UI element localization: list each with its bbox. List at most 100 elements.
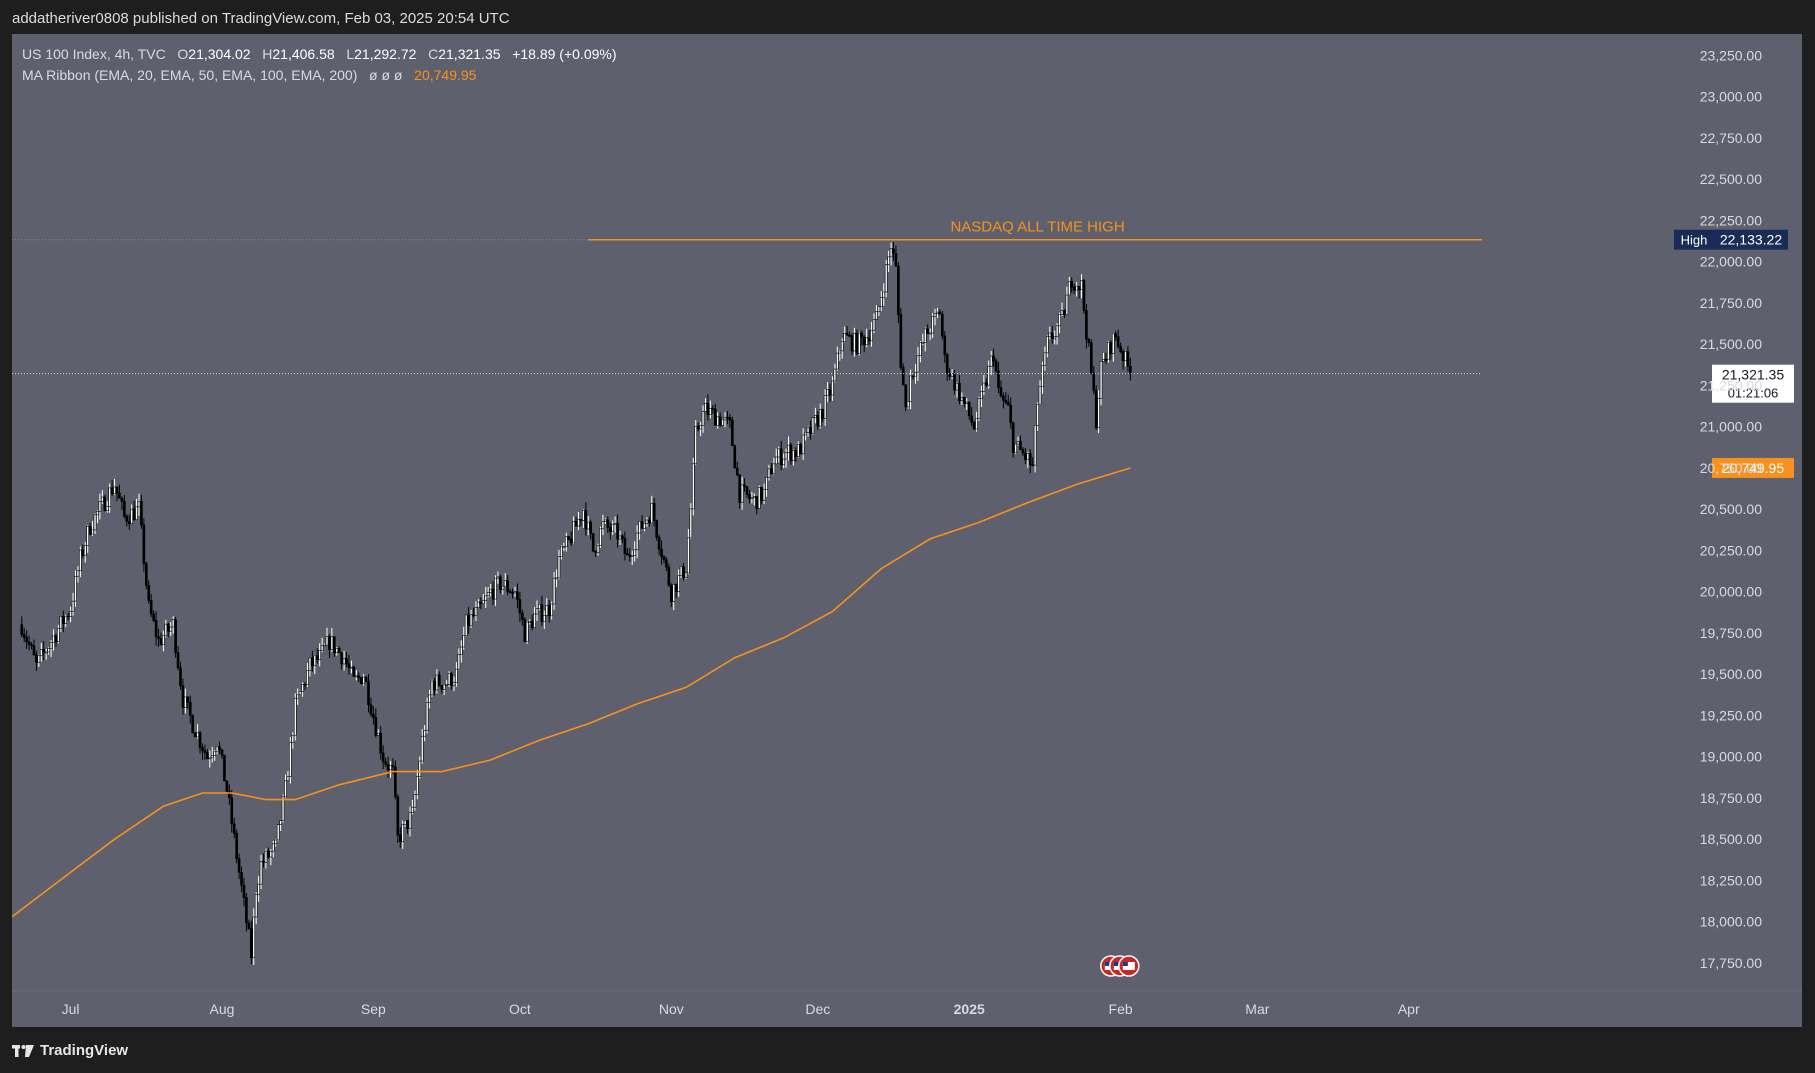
- candle-body: [511, 592, 514, 594]
- candle-body: [611, 523, 614, 532]
- candle-body: [347, 663, 351, 669]
- candle-body: [357, 675, 361, 678]
- candle-body: [1026, 453, 1030, 460]
- candle-body: [76, 570, 80, 577]
- candle-body: [555, 577, 558, 580]
- candle-body: [1080, 280, 1083, 291]
- symbol-label: US 100 Index, 4h, TVC: [22, 46, 166, 62]
- candle-body: [389, 765, 392, 771]
- candle-body: [814, 415, 817, 419]
- candle-body: [565, 536, 568, 547]
- y-tick-label: 18,000.00: [1700, 914, 1762, 930]
- candle-body: [1041, 365, 1044, 388]
- candle-body: [887, 256, 890, 265]
- candle-body: [843, 333, 846, 342]
- candle-body: [652, 502, 656, 521]
- candle-body: [220, 749, 224, 756]
- candle-body: [374, 717, 378, 736]
- high-tag: High: [1681, 233, 1708, 248]
- candle-body: [20, 624, 24, 635]
- candle-body: [550, 603, 553, 617]
- candle-body: [911, 375, 915, 378]
- candle-body: [975, 418, 978, 430]
- candle-body: [579, 519, 583, 521]
- candle-body: [127, 521, 131, 524]
- candle-body: [159, 638, 163, 645]
- candle-body: [667, 566, 671, 586]
- tradingview-logo[interactable]: TradingView: [12, 1042, 128, 1059]
- candle-body: [950, 373, 954, 377]
- candle-body: [901, 367, 905, 386]
- candle-body: [601, 521, 605, 530]
- candle-body: [743, 484, 746, 487]
- candle-body: [1094, 390, 1098, 429]
- candle-body: [208, 757, 212, 760]
- candle-body: [313, 655, 317, 667]
- candle-body: [589, 521, 593, 534]
- candle-body: [748, 494, 751, 500]
- candle-body: [61, 616, 65, 624]
- candle-body: [391, 765, 395, 768]
- y-tick-label: 23,000.00: [1700, 89, 1762, 105]
- candle-body: [367, 681, 370, 705]
- candle-body: [577, 519, 580, 527]
- candle-body: [760, 487, 763, 501]
- candle-body: [831, 380, 834, 396]
- chart-area[interactable]: NASDAQ ALL TIME HIGH High 22,133.22 21,321.…: [12, 34, 1802, 1027]
- high-value: 21,406.58: [272, 46, 335, 62]
- candle-body: [1114, 333, 1118, 338]
- y-tick-label: 20,500.00: [1700, 501, 1762, 517]
- candle-body: [394, 766, 397, 798]
- candle-body: [543, 615, 546, 622]
- candle-body: [433, 680, 436, 691]
- y-tick-label: 19,750.00: [1700, 625, 1762, 641]
- candle-body: [875, 311, 878, 320]
- candle-body: [430, 680, 434, 696]
- candle-body: [870, 329, 873, 342]
- candle-body: [880, 297, 883, 307]
- candle-body: [882, 291, 886, 298]
- candle-body: [86, 526, 89, 546]
- candle-body: [811, 417, 815, 434]
- candle-body: [191, 715, 194, 734]
- candle-body: [591, 533, 595, 552]
- candle-body: [250, 928, 253, 959]
- candle-body: [987, 365, 991, 386]
- candle-body: [215, 746, 219, 753]
- candle-body: [291, 734, 295, 743]
- candle-body: [110, 487, 114, 495]
- candle-body: [691, 463, 695, 510]
- y-tick-label: 22,500.00: [1700, 171, 1762, 187]
- candle-body: [936, 311, 939, 314]
- candle-body: [789, 444, 793, 461]
- candle-body: [345, 658, 348, 664]
- candle-body: [284, 780, 287, 797]
- candle-body: [1036, 403, 1039, 427]
- candle-body: [899, 314, 903, 368]
- candle-body: [865, 337, 868, 346]
- candle-body: [723, 416, 727, 421]
- y-tick-label: 21,000.00: [1700, 419, 1762, 435]
- candle-body: [435, 674, 439, 691]
- candle-body: [1087, 339, 1091, 343]
- candle-body: [176, 652, 180, 669]
- candle-body: [289, 741, 292, 777]
- candle-body: [677, 575, 680, 592]
- candle-body: [928, 332, 932, 335]
- candle-body: [196, 732, 199, 738]
- candle-body: [1126, 351, 1130, 367]
- candle-body: [264, 850, 268, 863]
- candle-body: [281, 795, 285, 821]
- price-chart[interactable]: NASDAQ ALL TIME HIGH High 22,133.22 21,321.…: [12, 34, 1802, 1027]
- candle-body: [626, 553, 629, 556]
- tradingview-brand: TradingView: [40, 1042, 129, 1059]
- grid: [12, 34, 1802, 1027]
- candle-body: [462, 635, 466, 648]
- candle-body: [799, 444, 803, 455]
- candle-body: [828, 389, 832, 396]
- candle-body: [242, 885, 246, 898]
- candle-body: [472, 614, 475, 617]
- candle-body: [372, 713, 375, 718]
- candle-body: [252, 916, 256, 959]
- candle-body: [259, 860, 263, 885]
